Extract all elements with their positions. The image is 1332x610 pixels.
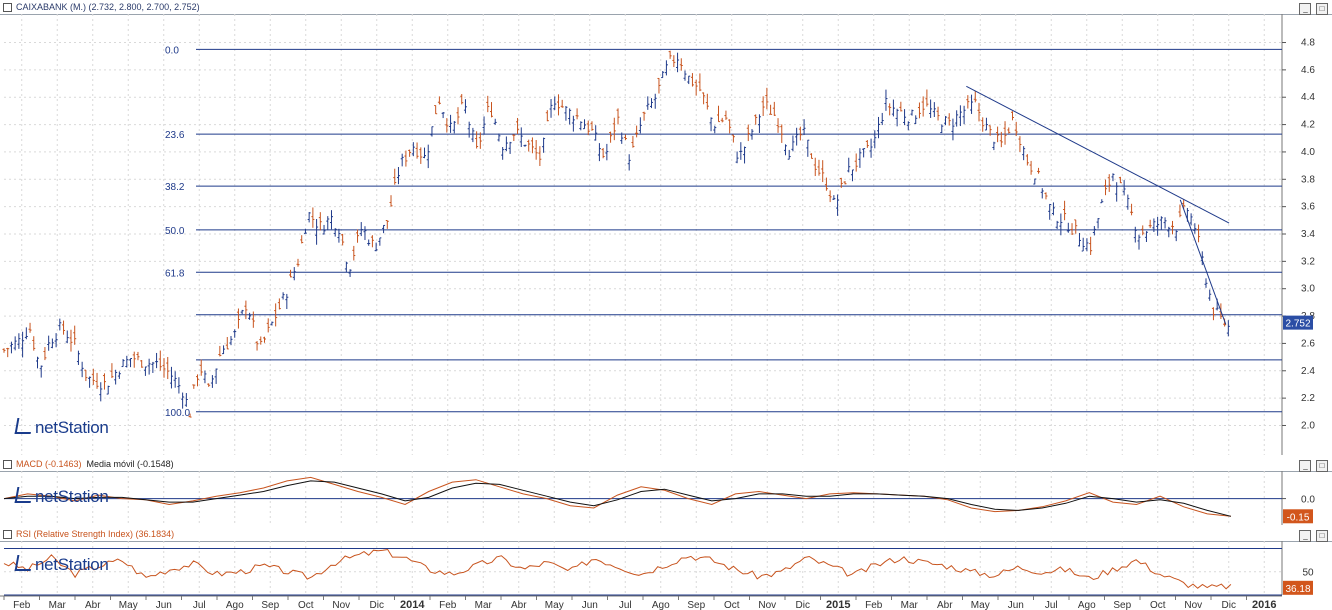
y-tick-label: 2.0 xyxy=(1301,420,1315,431)
rsi-title: RSI (Relative Strength Index) (36.1834) xyxy=(16,529,175,539)
macd-signal-title: Media móvil (-0.1548) xyxy=(86,459,174,469)
rsi-line xyxy=(3,548,1232,590)
x-tick-label: Jul xyxy=(193,600,206,610)
watermark: netStation xyxy=(14,418,109,438)
macd-titlebar: MACD (-0.1463) Media móvil (-0.1548) _ □ xyxy=(0,457,1332,472)
maximize-button[interactable]: □ xyxy=(1316,3,1328,15)
y-tick-label: 3.6 xyxy=(1301,202,1315,213)
x-tick-label: Feb xyxy=(865,600,883,610)
pane-menu-icon[interactable] xyxy=(3,460,12,469)
x-tick-label: Jul xyxy=(619,600,632,610)
macd-series-line xyxy=(3,480,1232,517)
macd-title: MACD (-0.1463) xyxy=(16,459,82,469)
netstation-logo-icon xyxy=(14,418,34,434)
y-tick-label: 4.2 xyxy=(1301,120,1315,131)
x-tick-label: Feb xyxy=(439,600,457,610)
fibonacci-label: 38.2 xyxy=(165,182,185,193)
x-tick-label: May xyxy=(971,600,990,610)
macd-value-badge xyxy=(1283,509,1313,524)
x-tick-label: Abr xyxy=(85,600,101,610)
maximize-button[interactable]: □ xyxy=(1316,460,1328,472)
x-tick-label: 2014 xyxy=(400,599,425,610)
fibonacci-label: 61.8 xyxy=(165,268,185,279)
x-tick-label: Sep xyxy=(1113,600,1131,610)
y-tick-label: 2.2 xyxy=(1301,393,1315,404)
price-titlebar: CAIXABANK (M.) (2.732, 2.800, 2.700, 2.7… xyxy=(0,0,1332,15)
x-tick-label: Ago xyxy=(1078,600,1096,610)
y-tick-label: 4.0 xyxy=(1301,147,1315,158)
y-tick-label: 2.6 xyxy=(1301,338,1315,349)
netstation-logo-icon xyxy=(14,487,34,503)
x-tick-label: Mar xyxy=(49,600,67,610)
x-tick-label: Abr xyxy=(511,600,527,610)
x-tick-label: Sep xyxy=(687,600,705,610)
x-tick-label: Jun xyxy=(1008,600,1024,610)
macd-pane: MACD (-0.1463) Media móvil (-0.1548) _ □… xyxy=(0,457,1332,525)
y-tick-label: 3.2 xyxy=(1301,256,1315,267)
pane-menu-icon[interactable] xyxy=(3,530,12,539)
y-tick-label: 3.4 xyxy=(1301,229,1315,240)
y-tick-label: 2.4 xyxy=(1301,366,1315,377)
x-tick-label: Mar xyxy=(901,600,919,610)
pane-menu-icon[interactable] xyxy=(3,3,12,12)
x-tick-label: 2016 xyxy=(1252,599,1276,610)
x-tick-label: Oct xyxy=(1150,600,1166,610)
y-tick-label: 4.8 xyxy=(1301,38,1315,49)
y-tick-label: 3.8 xyxy=(1301,174,1315,185)
minimize-button[interactable]: _ xyxy=(1299,530,1312,542)
trendline xyxy=(1179,199,1227,325)
fibonacci-label: 50.0 xyxy=(165,226,185,237)
rsi-chart: 50 36.18 Feb Mar Abr May Jun Jul Ago Sep Oct Nov Dic… xyxy=(0,541,1314,610)
y-tick-label: 0.0 xyxy=(1301,495,1315,506)
x-tick-label: Feb xyxy=(13,600,31,610)
rsi-pane: RSI (Relative Strength Index) (36.1834) … xyxy=(0,527,1332,610)
rsi-titlebar: RSI (Relative Strength Index) (36.1834) … xyxy=(0,527,1332,542)
last-price-badge xyxy=(1283,315,1313,330)
x-tick-label: Jun xyxy=(582,600,598,610)
x-tick-label: Dic xyxy=(1222,600,1236,610)
maximize-button[interactable]: □ xyxy=(1316,530,1328,542)
x-tick-label: Dic xyxy=(796,600,810,610)
rsi-value-label: 36.18 xyxy=(1285,584,1310,595)
rsi-value-badge xyxy=(1283,580,1313,595)
price-chart: 2.02.22.42.62.83.03.23.43.63.84.04.24.44… xyxy=(2,14,1315,455)
y-tick-label: 4.6 xyxy=(1301,65,1315,76)
last-price-label: 2.752 xyxy=(1285,319,1310,330)
macd-series-line xyxy=(3,476,1231,517)
price-pane: CAIXABANK (M.) (2.732, 2.800, 2.700, 2.7… xyxy=(0,0,1332,455)
x-tick-label: Mar xyxy=(475,600,493,610)
fibonacci-label: 0.0 xyxy=(165,45,179,56)
netstation-logo-icon xyxy=(14,555,34,571)
watermark: netStation xyxy=(14,555,109,575)
fibonacci-label: 100.0 xyxy=(165,408,190,419)
x-tick-label: Nov xyxy=(758,600,776,610)
y-tick-label: 3.0 xyxy=(1301,284,1315,295)
trendline xyxy=(966,85,1230,224)
y-tick-label: 50 xyxy=(1302,568,1314,579)
x-tick-label: May xyxy=(119,600,138,610)
x-tick-label: May xyxy=(545,600,564,610)
macd-chart: 0.0 -0.15 xyxy=(3,471,1315,525)
x-tick-label: Ago xyxy=(652,600,670,610)
macd-value-label: -0.15 xyxy=(1287,512,1310,523)
x-tick-label: Oct xyxy=(298,600,314,610)
fibonacci-label: 23.6 xyxy=(165,130,185,141)
x-tick-label: 2015 xyxy=(826,599,850,610)
x-tick-label: Oct xyxy=(724,600,740,610)
x-tick-label: Nov xyxy=(332,600,350,610)
x-tick-label: Abr xyxy=(937,600,953,610)
y-tick-label: 4.4 xyxy=(1301,92,1315,103)
x-tick-label: Jul xyxy=(1045,600,1058,610)
x-tick-label: Jun xyxy=(156,600,172,610)
x-tick-label: Dic xyxy=(370,600,384,610)
watermark: netStation xyxy=(14,487,109,507)
x-tick-label: Ago xyxy=(226,600,244,610)
x-tick-label: Sep xyxy=(261,600,279,610)
x-tick-label: Nov xyxy=(1184,600,1202,610)
price-title: CAIXABANK (M.) (2.732, 2.800, 2.700, 2.7… xyxy=(16,2,200,12)
